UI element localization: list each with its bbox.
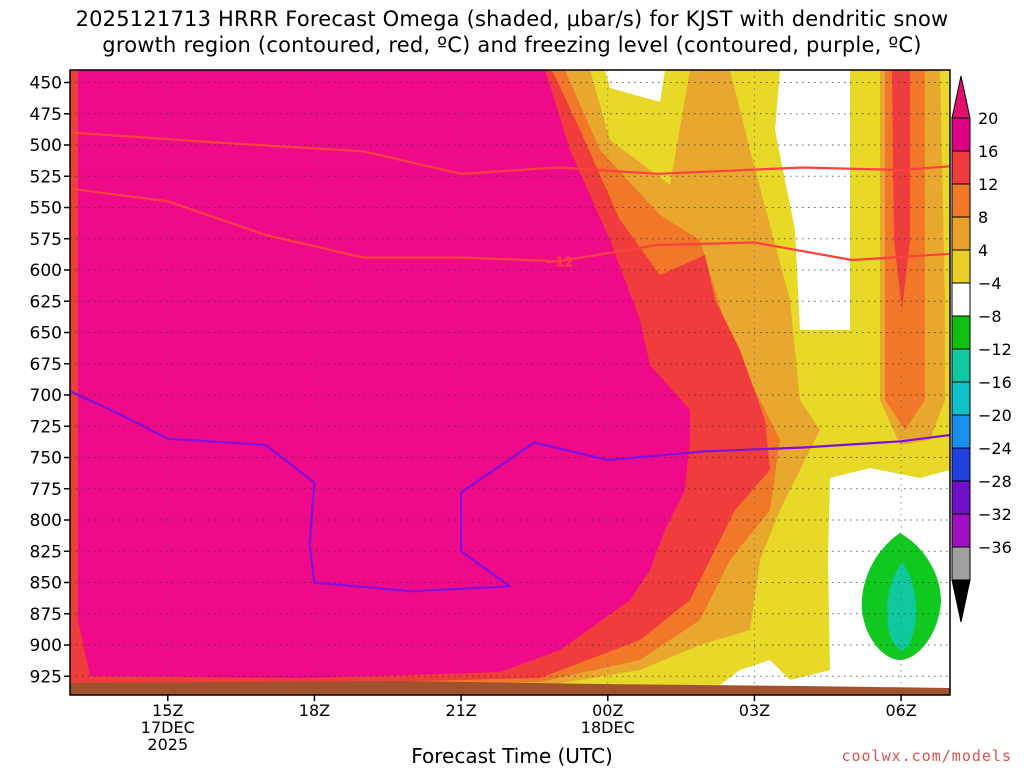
colorbar-swatch <box>951 414 971 449</box>
y-tick-label: 575 <box>30 230 62 250</box>
contour-lines <box>70 131 950 593</box>
colorbar: 20 16 12 8 4 −4 −8 −12 −16 −20 −24 −28 −32 −36 <box>951 75 1012 623</box>
y-tick-label: 550 <box>30 199 62 219</box>
y-tick-label: 725 <box>30 417 62 437</box>
contour-label: −12 <box>544 255 573 270</box>
title-line-2: growth region (contoured, red, ºC) and f… <box>102 33 922 57</box>
y-tick-label: 750 <box>30 449 62 469</box>
colorbar-swatch <box>951 348 971 383</box>
y-tick-label: 825 <box>30 542 62 562</box>
y-tick-label: 600 <box>30 261 62 281</box>
colorbar-swatch <box>951 546 971 581</box>
colorbar-label: −24 <box>978 439 1012 458</box>
colorbar-label: −32 <box>978 505 1012 524</box>
colorbar-top-arrow <box>951 75 971 119</box>
colorbar-swatch <box>951 480 971 515</box>
y-axis: 450 475 500 525 550 575 600 625 650 675 700 725 750 7… <box>30 74 70 687</box>
contour-series-1 <box>70 187 950 263</box>
x-tick-label: 03Z <box>739 701 770 720</box>
colorbar-label: −4 <box>978 274 1002 293</box>
y-tick-label: 675 <box>30 355 62 375</box>
x-tick-label: 15Z <box>152 701 183 720</box>
y-tick-label: 650 <box>30 324 62 344</box>
colorbar-label: −16 <box>978 373 1012 392</box>
credit-link[interactable]: coolwx.com/models <box>841 747 1012 765</box>
plot-frame <box>69 69 951 696</box>
colorbar-label: −12 <box>978 340 1012 359</box>
gridlines <box>70 70 950 695</box>
colorbar-swatch <box>951 513 971 548</box>
ground-surface <box>70 681 950 695</box>
y-tick-label: 850 <box>30 574 62 594</box>
y-tick-label: 450 <box>30 74 62 94</box>
colorbar-label: −28 <box>978 472 1012 491</box>
colorbar-swatch <box>951 447 971 482</box>
y-tick-label: 700 <box>30 386 62 406</box>
colorbar-label: 4 <box>978 241 988 260</box>
colorbar-label: −20 <box>978 406 1012 425</box>
contour-series-2 <box>70 390 950 593</box>
colorbar-label: 16 <box>978 142 998 161</box>
x-tick-label: 00Z <box>592 701 623 720</box>
colorbar-label: 12 <box>978 175 998 194</box>
x-tick-label: 18Z <box>299 701 330 720</box>
colorbar-bottom-arrow <box>951 579 971 623</box>
contour-series-0 <box>70 131 950 175</box>
y-tick-label: 500 <box>30 136 62 156</box>
y-tick-label: 775 <box>30 480 62 500</box>
y-tick-label: 925 <box>30 667 62 687</box>
colorbar-label: 20 <box>978 109 998 128</box>
colorbar-swatch <box>951 150 971 185</box>
colorbar-swatch <box>951 216 971 251</box>
y-tick-label: 475 <box>30 105 62 125</box>
title-line-1: 2025121713 HRRR Forecast Omega (shaded, … <box>75 7 949 31</box>
x-tick-date: 18DEC <box>581 718 635 737</box>
shaded-field <box>70 70 950 695</box>
colorbar-label: −36 <box>978 538 1012 557</box>
omega-negative-12 <box>887 562 917 650</box>
colorbar-swatch <box>951 315 971 350</box>
y-tick-label: 525 <box>30 167 62 187</box>
x-axis-label: Forecast Time (UTC) <box>411 744 613 768</box>
x-tick-label: 21Z <box>445 701 476 720</box>
y-tick-label: 625 <box>30 292 62 312</box>
colorbar-swatch <box>951 381 971 416</box>
colorbar-swatch <box>951 183 971 218</box>
chart-title: 2025121713 HRRR Forecast Omega (shaded, … <box>0 6 1024 58</box>
y-tick-label: 900 <box>30 636 62 656</box>
x-tick-label: 06Z <box>885 701 916 720</box>
y-tick-label: 800 <box>30 511 62 531</box>
colorbar-swatch <box>951 282 971 317</box>
x-tick-year: 2025 <box>147 735 188 754</box>
colorbar-label: 8 <box>978 208 988 227</box>
colorbar-label: −8 <box>978 307 1002 326</box>
colorbar-swatch <box>951 249 971 284</box>
y-tick-label: 875 <box>30 605 62 625</box>
x-tick-date: 17DEC <box>141 718 195 737</box>
colorbar-swatch <box>951 117 971 152</box>
